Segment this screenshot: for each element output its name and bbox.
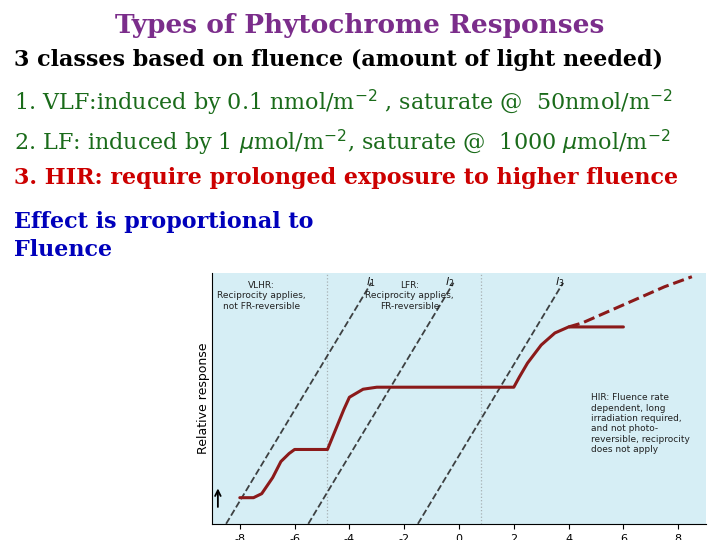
Text: $l_2$: $l_2$ bbox=[445, 275, 454, 289]
Y-axis label: Relative response: Relative response bbox=[197, 342, 210, 454]
Text: 3. HIR: require prolonged exposure to higher fluence: 3. HIR: require prolonged exposure to hi… bbox=[14, 167, 678, 190]
Text: 2. LF: induced by 1 $\mu$mol/m$^{-2}$, saturate @  1000 $\mu$mol/m$^{-2}$: 2. LF: induced by 1 $\mu$mol/m$^{-2}$, s… bbox=[14, 127, 671, 158]
Text: $l_1$: $l_1$ bbox=[366, 275, 375, 289]
Text: Types of Phytochrome Responses: Types of Phytochrome Responses bbox=[115, 14, 605, 38]
Text: Effect is proportional to
Fluence: Effect is proportional to Fluence bbox=[14, 211, 314, 261]
Text: LFR:
Reciprocity applies,
FR-reversible: LFR: Reciprocity applies, FR-reversible bbox=[365, 281, 454, 310]
Text: 1. VLF:induced by 0.1 nmol/m$^{-2}$ , saturate @  50nmol/m$^{-2}$: 1. VLF:induced by 0.1 nmol/m$^{-2}$ , sa… bbox=[14, 87, 673, 118]
Text: VLHR:
Reciprocity applies,
not FR-reversible: VLHR: Reciprocity applies, not FR-revers… bbox=[217, 281, 306, 310]
Text: 3 classes based on fluence (amount of light needed): 3 classes based on fluence (amount of li… bbox=[14, 49, 663, 71]
Text: HIR: Fluence rate
dependent, long
irradiation required,
and not photo-
reversibl: HIR: Fluence rate dependent, long irradi… bbox=[590, 393, 689, 454]
Text: $l_3$: $l_3$ bbox=[555, 275, 564, 289]
